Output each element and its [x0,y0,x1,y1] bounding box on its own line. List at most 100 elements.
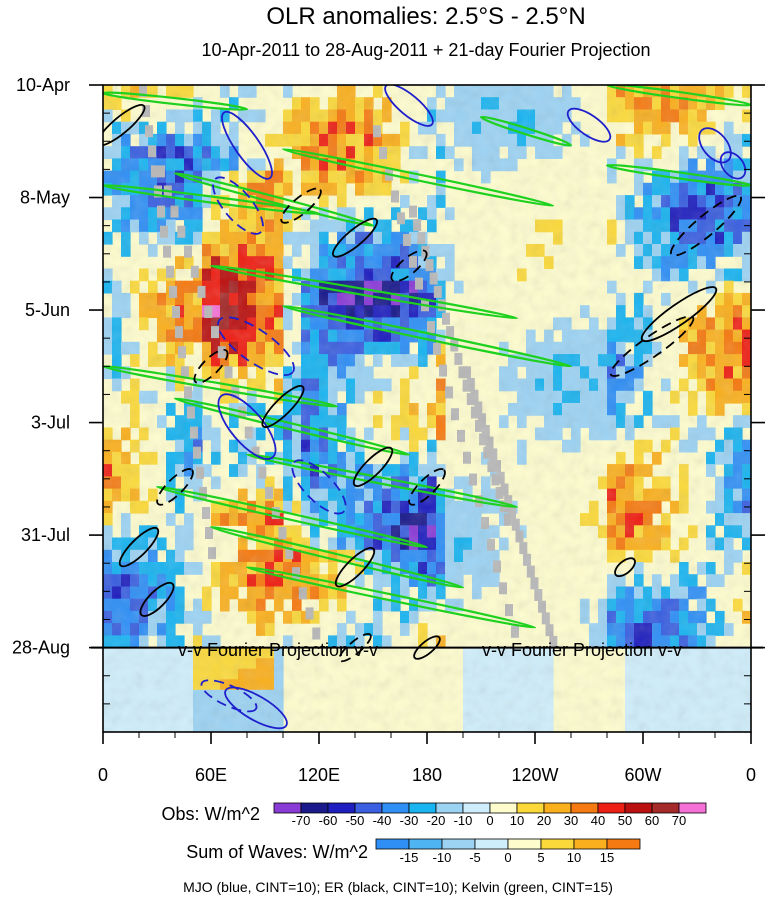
mjo-contour [566,107,612,143]
obs-legend-swatch [354,802,383,814]
kelvin-contour [173,397,411,456]
obs-legend-level: 30 [564,813,578,828]
y-tick-label: 8-May [20,188,70,208]
obs-legend-swatch [543,802,572,814]
er-contour [334,547,376,588]
obs-legend-swatch [300,802,329,814]
chart-title: OLR anomalies: 2.5°S - 2.5°N [266,3,585,30]
obs-legend-swatch [435,802,464,814]
plot-area [103,85,751,732]
obs-legend-swatch [678,802,707,814]
y-tick-label: 5-Jun [25,300,70,320]
obs-legend-level: 20 [537,813,551,828]
waves-legend-level: 5 [537,850,544,865]
waves-legend-swatch [375,838,410,850]
wave-contours [103,85,751,730]
mjo-contour [221,110,273,180]
y-tick-label: 28-Aug [12,638,70,658]
x-tick-label: 0 [746,765,756,785]
waves-legend-swatch [507,838,542,850]
waves-legend-level: -5 [469,850,481,865]
obs-legend-swatch [651,802,680,814]
x-tick-label: 180 [412,765,442,785]
obs-legend-level: -50 [346,813,365,828]
chart-subtitle: 10-Apr-2011 to 28-Aug-2011 + 21-day Four… [201,40,650,60]
obs-legend-swatch [570,802,599,814]
kelvin-contour [479,115,573,147]
waves-legend-swatch [606,838,641,850]
obs-colorbar: -70 -60 -50 -40 -30 -20 -10 0 10 20 30 40 50 60 70 [273,802,707,828]
kelvin-contour [103,365,339,408]
waves-legend-level: 10 [567,850,581,865]
obs-legend-level: -60 [319,813,338,828]
waves-legend-label: Sum of Waves: W/m^2 [186,842,368,862]
waves-legend-level: -10 [433,850,452,865]
waves-legend-swatch [408,838,443,850]
er-contour [338,633,372,663]
obs-legend-level: 10 [510,813,524,828]
mjo-contour [291,459,347,515]
x-tick-label: 120W [511,765,558,785]
kelvin-contour [605,163,751,187]
kelvin-contour [281,147,555,207]
obs-legend-level: 60 [645,813,659,828]
obs-legend-level: 0 [486,813,493,828]
waves-legend-swatch [474,838,509,850]
obs-legend-swatch [381,802,410,814]
mjo-contour [217,393,277,460]
y-tick-label: 3-Jul [31,413,70,433]
kelvin-contour [155,485,429,549]
obs-legend-label: Obs: W/m^2 [162,804,260,824]
obs-legend-level: -40 [373,813,392,828]
er-contour [408,468,446,506]
obs-legend-swatch [273,802,302,814]
er-contour [614,557,636,578]
mjo-contour [719,151,747,180]
x-tick-label: 120E [298,765,340,785]
obs-legend-swatch [516,802,545,814]
kelvin-contour [245,566,537,629]
obs-legend-level: -10 [454,813,473,828]
obs-legend-level: 70 [672,813,686,828]
obs-legend-swatch [489,802,518,814]
obs-legend-swatch [624,802,653,814]
kelvin-contour [245,453,519,509]
x-tick-label: 0 [98,765,108,785]
mjo-contour [224,686,288,730]
er-contour [139,581,175,617]
obs-legend-swatch [408,802,437,814]
kelvin-contour [281,304,573,368]
mjo-contour [200,679,258,713]
mjo-contour [384,85,434,127]
obs-legend-level: -20 [427,813,446,828]
er-contour [640,286,718,343]
obs-legend-level: 40 [591,813,605,828]
waves-legend-swatch [540,838,575,850]
obs-legend-swatch [597,802,626,814]
obs-legend-level: -30 [400,813,419,828]
y-tick-label: 31-Jul [21,525,70,545]
y-tick-label: 10-Apr [16,75,70,95]
waves-legend-swatch [573,838,608,850]
obs-legend-swatch [327,802,356,814]
waves-colorbar: -15 -10 -5 0 5 10 15 [375,838,641,865]
mjo-contour [212,176,264,235]
footer-note: MJO (blue, CINT=10); ER (black, CINT=10)… [183,879,613,895]
projection-label-right: v-v Fourier Projection v-v [482,640,682,660]
projection-label-left: v-v Fourier Projection v-v [178,640,378,660]
waves-legend-level: -15 [400,850,419,865]
er-contour [280,187,322,224]
er-contour [193,348,229,384]
er-contour [261,385,305,428]
kelvin-contour [209,264,519,320]
er-contour [609,315,695,377]
er-contour [390,249,428,283]
er-contour [332,217,378,258]
obs-legend-level: 50 [618,813,632,828]
er-contour [352,446,394,487]
x-tick-label: 60W [624,765,661,785]
waves-legend-level: 0 [504,850,511,865]
mjo-contour [698,127,732,164]
er-contour [413,635,441,660]
